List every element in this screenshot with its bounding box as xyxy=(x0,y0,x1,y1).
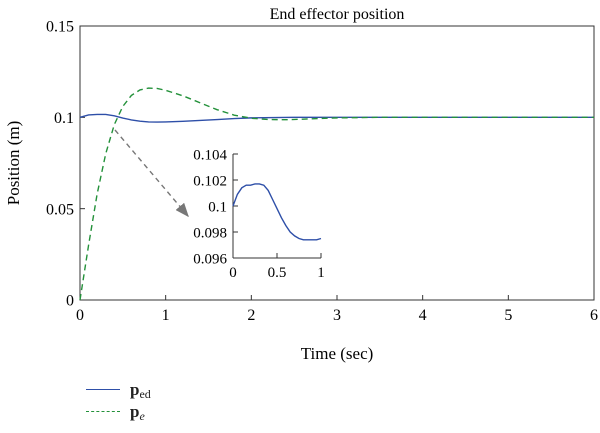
inset-y-tick-label: 0.096 xyxy=(193,251,227,267)
inset-y-tick-label: 0.102 xyxy=(193,173,227,189)
inset-x-ticks: 0 0.5 1 xyxy=(229,253,325,281)
main-x-tick-label: 2 xyxy=(247,307,255,324)
x-axis-label: Time (sec) xyxy=(301,344,374,363)
legend-label-pe: pe xyxy=(130,402,145,426)
inset-x-tick-label: 0 xyxy=(229,265,237,281)
inset-y-tick-label: 0.1 xyxy=(208,199,227,215)
main-y-tick-label: 0.1 xyxy=(54,110,74,127)
main-series-group xyxy=(79,87,594,301)
main-y-tick-label: 0.15 xyxy=(46,19,74,36)
legend-label-ped-sub: ed xyxy=(139,387,151,401)
inset-y-ticks: 0.096 0.098 0.1 0.102 0.104 xyxy=(193,147,238,267)
legend-label-ped: ped xyxy=(130,380,151,404)
main-y-tick-label: 0 xyxy=(66,293,74,310)
chart-title: End effector position xyxy=(270,6,405,23)
main-x-tick-label: 0 xyxy=(76,307,84,324)
main-x-tick-label: 1 xyxy=(162,307,170,324)
main-x-tick-label: 6 xyxy=(590,307,598,324)
legend-swatch-pe xyxy=(86,411,120,412)
inset-x-tick-label: 0.5 xyxy=(268,265,287,281)
inset-y-tick-label: 0.098 xyxy=(193,225,227,241)
main-x-tick-label: 5 xyxy=(504,307,512,324)
inset-plot-background xyxy=(233,154,321,258)
inset-y-tick-label: 0.104 xyxy=(193,147,227,163)
main-series-line-1 xyxy=(79,87,594,301)
main-x-ticks: 0 1 2 3 4 5 6 xyxy=(76,295,598,324)
legend-item-ped: ped xyxy=(86,380,226,401)
main-y-ticks: 0 0.05 0.1 0.15 xyxy=(46,19,85,310)
main-x-tick-label: 3 xyxy=(333,307,341,324)
legend-label-pe-sub: e xyxy=(139,409,145,423)
inset-series-group xyxy=(232,183,322,241)
inset-series-line-0 xyxy=(232,183,322,241)
legend-swatch-ped xyxy=(86,389,120,390)
legend-item-pe: pe xyxy=(86,402,226,423)
main-y-tick-label: 0.05 xyxy=(46,201,74,218)
y-axis-label: Position (m) xyxy=(4,121,23,206)
legend-label-pe-main: p xyxy=(130,402,140,421)
legend-label-ped-main: p xyxy=(130,380,140,399)
main-plot-frame xyxy=(79,25,595,301)
legend: ped pe xyxy=(86,380,226,426)
main-x-tick-label: 4 xyxy=(419,307,427,324)
zoom-arrow xyxy=(114,129,189,218)
main-plot: 0 0.05 0.1 0.15 0 1 2 3 4 5 6 End effector positi… xyxy=(4,6,598,363)
main-series-line-0 xyxy=(79,113,594,123)
inset-x-tick-label: 1 xyxy=(317,265,325,281)
